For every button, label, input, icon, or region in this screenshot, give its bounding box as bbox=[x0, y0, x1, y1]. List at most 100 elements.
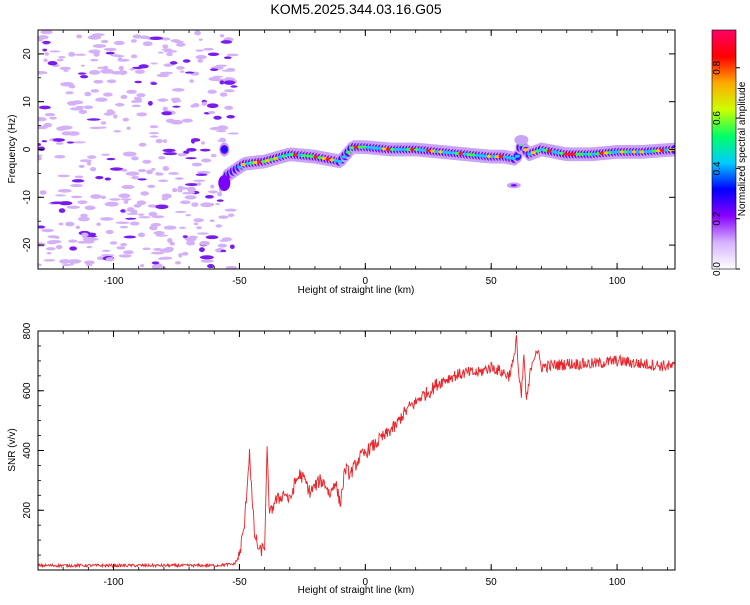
ridge-peak bbox=[273, 156, 279, 160]
ridge-peak bbox=[281, 154, 287, 158]
noise-speck bbox=[216, 125, 229, 131]
ridge-peak bbox=[240, 162, 247, 167]
noise-speck bbox=[118, 193, 131, 199]
noise-speck bbox=[200, 259, 214, 263]
ridge-peak bbox=[474, 153, 480, 157]
ridge-peak bbox=[385, 147, 392, 151]
noise-speck bbox=[137, 178, 147, 181]
noise-speck bbox=[80, 64, 86, 67]
ridge-peak bbox=[526, 152, 533, 156]
y-tick-label: 10 bbox=[22, 96, 33, 108]
noise-speck bbox=[72, 141, 86, 144]
ridge-peak bbox=[619, 150, 625, 154]
noise-speck bbox=[90, 58, 99, 62]
noise-speck bbox=[148, 132, 160, 135]
noise-speck bbox=[147, 100, 153, 106]
noise-speck bbox=[130, 39, 137, 43]
ridge-peak bbox=[466, 152, 472, 157]
noise-speck bbox=[192, 179, 206, 182]
spectrogram-ridge bbox=[218, 134, 675, 191]
noise-speck bbox=[138, 216, 151, 219]
snr-panel: -100 -50 0 50 100 200 400 600 800 Height of str… bbox=[7, 322, 676, 596]
noise-speck bbox=[158, 98, 167, 102]
y-tick-label: 20 bbox=[22, 48, 33, 60]
ridge-peak bbox=[607, 150, 613, 155]
noise-speck bbox=[80, 75, 89, 79]
noise-speck bbox=[87, 35, 102, 40]
ridge-peak bbox=[341, 155, 347, 159]
noise-speck bbox=[57, 55, 66, 59]
noise-speck bbox=[120, 169, 128, 172]
ridge-peak bbox=[252, 160, 259, 165]
noise-speck bbox=[215, 64, 227, 67]
ridge-peak bbox=[631, 150, 637, 154]
y-tick-label: 200 bbox=[22, 501, 33, 518]
noise-speck bbox=[225, 265, 238, 269]
noise-speck bbox=[78, 109, 88, 114]
ridge-peak bbox=[522, 148, 529, 152]
noise-speck bbox=[131, 104, 141, 108]
noise-speck bbox=[223, 56, 232, 60]
noise-speck bbox=[140, 191, 150, 196]
ridge-peak bbox=[627, 150, 633, 154]
ridge-peak bbox=[414, 147, 420, 152]
noise-speck bbox=[38, 154, 43, 157]
noise-speck bbox=[126, 89, 137, 94]
colorbar-tick-label: 0.0 bbox=[712, 262, 723, 276]
noise-speck bbox=[96, 222, 102, 227]
noise-speck bbox=[142, 159, 152, 164]
noise-speck bbox=[38, 242, 46, 247]
noise-speck bbox=[78, 164, 85, 168]
noise-speck bbox=[85, 235, 98, 238]
ridge-peak bbox=[538, 147, 545, 152]
ridge-peak bbox=[494, 155, 500, 159]
ridge-peak bbox=[542, 148, 549, 152]
noise-speck bbox=[109, 241, 118, 245]
noise-speck bbox=[158, 179, 169, 182]
noise-speck bbox=[179, 226, 187, 230]
noise-speck bbox=[100, 68, 114, 74]
noise-speck bbox=[219, 239, 229, 242]
noise-speck bbox=[100, 121, 107, 125]
noise-speck bbox=[100, 39, 109, 44]
noise-speck bbox=[43, 58, 48, 63]
noise-speck bbox=[65, 221, 75, 227]
noise-speck bbox=[115, 102, 125, 107]
noise-speck bbox=[88, 70, 101, 75]
noise-speck bbox=[208, 76, 221, 82]
noise-speck bbox=[105, 229, 114, 235]
snr-y-label: SNR (v/v) bbox=[7, 428, 18, 471]
noise-speck bbox=[38, 146, 46, 152]
ridge-peak bbox=[498, 155, 504, 159]
noise-speck bbox=[230, 85, 238, 88]
noise-speck bbox=[87, 155, 97, 159]
noise-speck bbox=[68, 84, 76, 89]
noise-speck bbox=[178, 253, 183, 258]
noise-speck bbox=[77, 200, 88, 205]
ridge-peak bbox=[373, 146, 379, 150]
noise-speck bbox=[196, 182, 202, 186]
noise-speck bbox=[229, 244, 235, 250]
ridge-peak bbox=[450, 151, 456, 155]
noise-speck bbox=[197, 59, 204, 63]
noise-speck bbox=[227, 213, 235, 218]
noise-speck bbox=[40, 30, 53, 35]
ridge-peak bbox=[244, 161, 251, 166]
noise-speck bbox=[190, 138, 201, 142]
noise-speck bbox=[196, 226, 202, 230]
noise-speck bbox=[172, 88, 185, 92]
noise-speck bbox=[44, 112, 56, 117]
ridge-peak bbox=[482, 154, 488, 158]
noise-speck bbox=[42, 48, 48, 52]
x-tick-label: 0 bbox=[363, 276, 369, 287]
noise-speck bbox=[174, 261, 182, 265]
noise-speck bbox=[184, 195, 197, 200]
noise-speck bbox=[139, 264, 145, 268]
noise-speck bbox=[182, 235, 188, 239]
noise-speck bbox=[213, 115, 222, 120]
noise-speck bbox=[119, 225, 129, 229]
y-tick-label: 600 bbox=[22, 382, 33, 399]
ridge-peak bbox=[349, 146, 355, 150]
ridge-peak bbox=[426, 149, 432, 153]
noise-speck bbox=[102, 92, 113, 97]
